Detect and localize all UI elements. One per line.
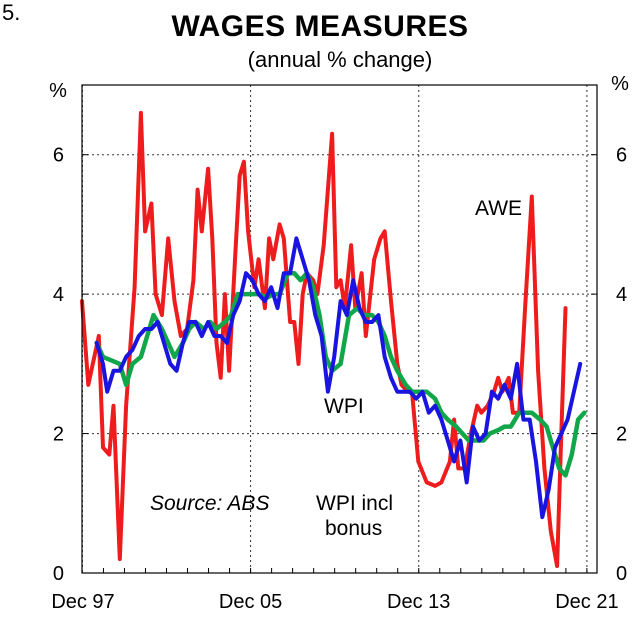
y-tick-label-left-2: 2 <box>53 424 64 446</box>
y-tick-label-left-0: 0 <box>53 563 64 585</box>
chart-title: WAGES MEASURES <box>171 10 469 43</box>
y-tick-label-right-4: 4 <box>616 284 627 306</box>
x-tick-label-1: Dec 05 <box>219 591 282 613</box>
y-tick-label-right-6: 6 <box>616 145 627 167</box>
figure-number: 5. <box>2 0 21 25</box>
axis-ticks: 0 0 2 2 4 4 6 6 Dec 97 Dec 05 Dec 13 Dec 21 <box>51 145 627 613</box>
label-wpi-bonus-2: bonus <box>325 517 382 540</box>
series-lines <box>80 110 587 568</box>
y-tick-label-right-2: 2 <box>616 424 627 446</box>
y-tick-label-left-4: 4 <box>53 284 64 306</box>
chart-subtitle: (annual % change) <box>247 47 433 72</box>
y-tick-label-left-6: 6 <box>53 145 64 167</box>
label-awe: AWE <box>475 197 522 220</box>
series-line-wpi-incl-bonus <box>94 236 583 520</box>
x-tick-label-2: Dec 13 <box>387 591 450 613</box>
x-tick-label-3: Dec 21 <box>555 591 618 613</box>
x-tick-label-0: Dec 97 <box>51 591 114 613</box>
label-wpi-bonus-1: WPI incl <box>316 492 393 515</box>
plot-frame <box>81 84 598 574</box>
plot-border <box>81 84 598 574</box>
y-unit-right: % <box>611 73 629 95</box>
y-tick-label-right-0: 0 <box>616 563 627 585</box>
label-wpi: WPI <box>324 395 364 418</box>
source-label: Source: ABS <box>150 492 269 515</box>
series-line-awe <box>80 110 568 568</box>
y-unit-left: % <box>49 80 67 102</box>
